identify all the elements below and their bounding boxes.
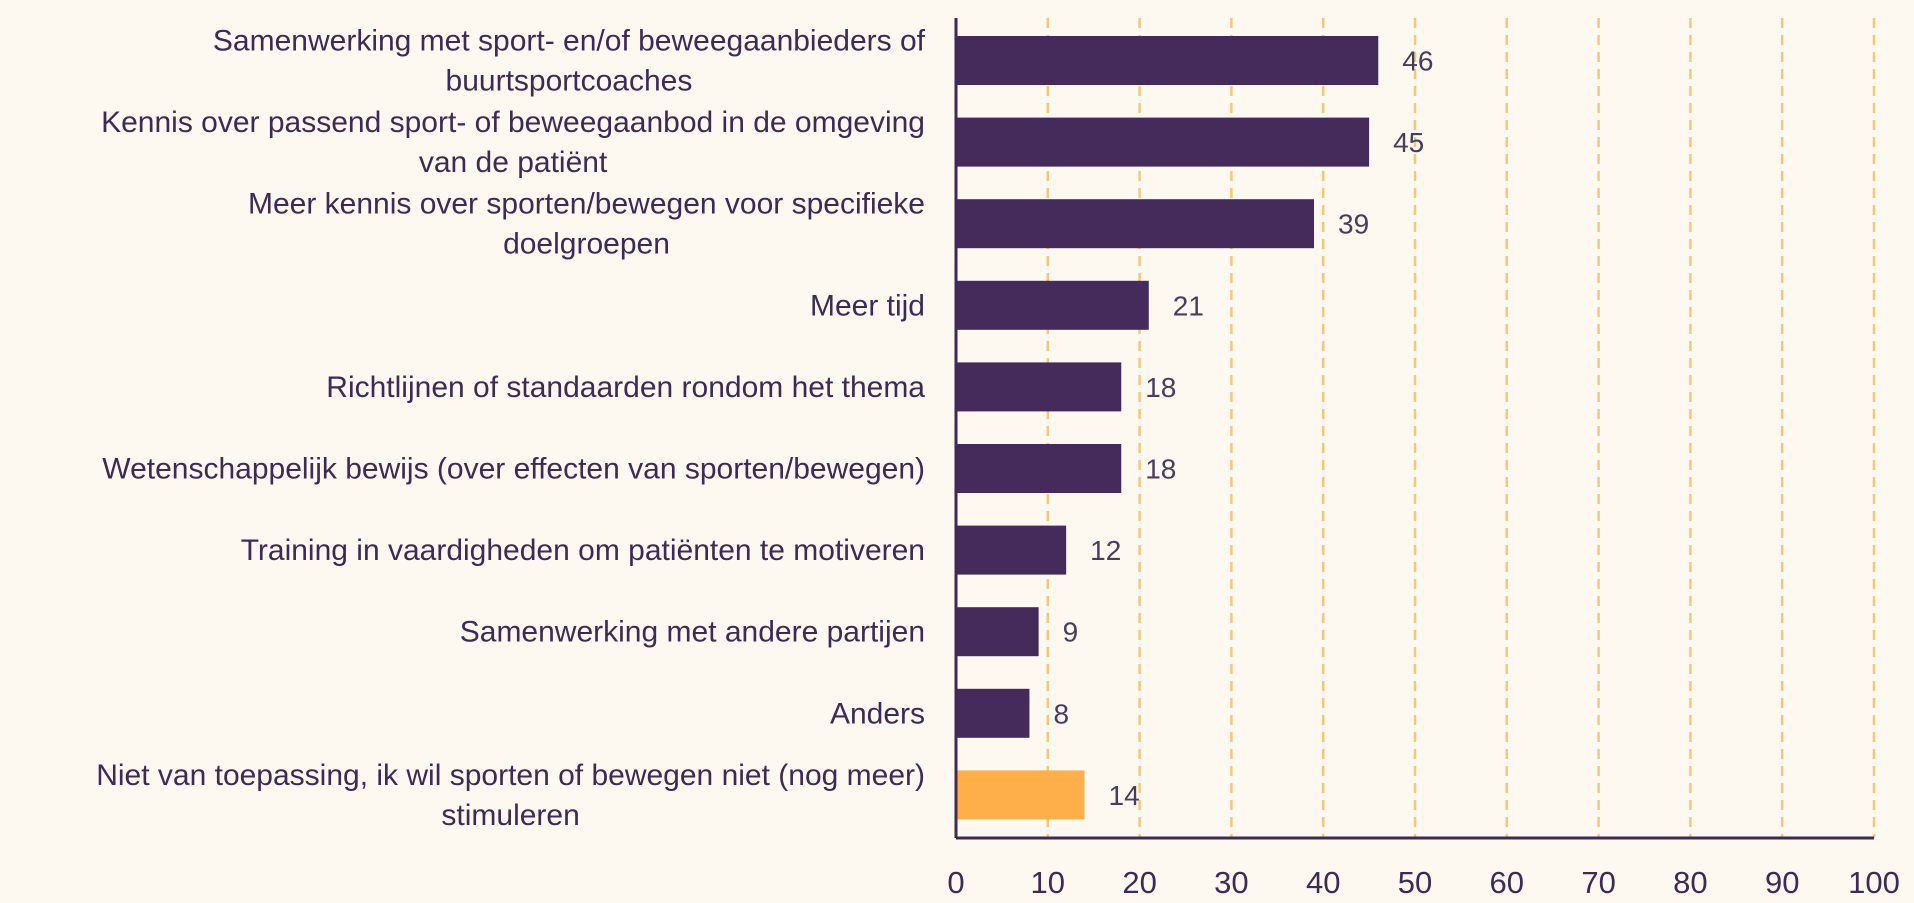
category-label-4: Meer tijd bbox=[810, 289, 925, 322]
x-tick-label-90: 90 bbox=[1765, 865, 1799, 900]
value-label-3: 39 bbox=[1338, 209, 1369, 240]
value-label-8: 9 bbox=[1063, 617, 1079, 648]
x-tick-label-50: 50 bbox=[1398, 865, 1432, 900]
x-tick-label-30: 30 bbox=[1214, 865, 1248, 900]
value-label-6: 18 bbox=[1145, 454, 1176, 485]
category-label-7: Training in vaardigheden om patiënten te… bbox=[241, 534, 925, 567]
x-tick-label-20: 20 bbox=[1122, 865, 1156, 900]
value-label-1: 46 bbox=[1402, 46, 1433, 77]
category-label-10: Niet van toepassing, ik wil sporten of b… bbox=[96, 759, 925, 832]
value-labels: 46 45 39 21 18 18 12 9 8 14 bbox=[1053, 46, 1433, 811]
axes bbox=[954, 18, 1874, 840]
x-tick-label-10: 10 bbox=[1031, 865, 1065, 900]
bar-2 bbox=[956, 117, 1370, 167]
category-label-6: Wetenschappelijk bewijs (over effecten v… bbox=[102, 453, 925, 486]
bar-9 bbox=[956, 688, 1030, 738]
x-tick-label-80: 80 bbox=[1673, 865, 1707, 900]
category-label-1: Samenwerking met sport- en/of beweegaanb… bbox=[213, 25, 926, 98]
bar-4 bbox=[956, 280, 1149, 330]
category-label-9: Anders bbox=[830, 697, 925, 730]
x-tick-label-40: 40 bbox=[1306, 865, 1340, 900]
category-label-3: Meer kennis over sporten/bewegen voor sp… bbox=[248, 188, 925, 261]
category-labels: Samenwerking met sport- en/of beweegaanb… bbox=[96, 25, 925, 832]
x-tick-label-100: 100 bbox=[1848, 865, 1900, 900]
bar-5 bbox=[956, 362, 1122, 412]
x-tick-label-0: 0 bbox=[947, 865, 964, 900]
category-label-8: Samenwerking met andere partijen bbox=[460, 616, 925, 649]
category-label-5: Richtlijnen of standaarden rondom het th… bbox=[326, 371, 925, 404]
value-label-9: 8 bbox=[1053, 698, 1069, 729]
value-label-2: 45 bbox=[1393, 127, 1424, 158]
category-label-2: Kennis over passend sport- of beweegaanb… bbox=[101, 106, 925, 179]
x-tick-labels: 0 10 20 30 40 50 60 70 80 90 100 bbox=[947, 865, 1899, 900]
bar-10 bbox=[956, 770, 1085, 820]
bar-3 bbox=[956, 199, 1315, 249]
bar-6 bbox=[956, 444, 1122, 493]
x-tick-label-70: 70 bbox=[1581, 865, 1615, 900]
bar-8 bbox=[956, 607, 1039, 657]
value-label-5: 18 bbox=[1145, 372, 1176, 403]
value-label-10: 14 bbox=[1109, 780, 1140, 811]
value-label-4: 21 bbox=[1173, 290, 1204, 321]
value-label-7: 12 bbox=[1090, 535, 1121, 566]
bar-7 bbox=[956, 525, 1067, 575]
x-tick-label-60: 60 bbox=[1490, 865, 1524, 900]
bars bbox=[956, 36, 1379, 820]
bar-1 bbox=[956, 36, 1379, 85]
